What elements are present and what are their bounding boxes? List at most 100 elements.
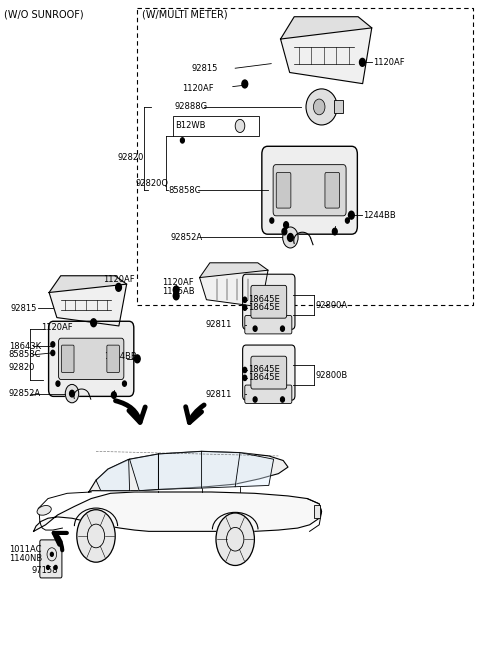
Circle shape xyxy=(51,350,55,356)
Circle shape xyxy=(65,384,79,403)
Circle shape xyxy=(348,211,354,219)
FancyBboxPatch shape xyxy=(59,338,124,379)
Circle shape xyxy=(253,397,257,402)
Bar xyxy=(334,100,343,113)
Text: 92811: 92811 xyxy=(205,320,232,329)
Circle shape xyxy=(280,326,284,331)
Circle shape xyxy=(77,510,115,562)
Circle shape xyxy=(173,286,179,294)
Circle shape xyxy=(282,228,287,235)
Circle shape xyxy=(51,342,55,347)
Text: 1011AC: 1011AC xyxy=(9,545,41,554)
FancyBboxPatch shape xyxy=(262,146,357,234)
Text: 1140NB: 1140NB xyxy=(9,554,42,564)
Circle shape xyxy=(313,99,325,115)
Circle shape xyxy=(253,326,257,331)
Text: 92800B: 92800B xyxy=(316,371,348,380)
Circle shape xyxy=(50,552,53,556)
Text: 1120AF: 1120AF xyxy=(41,323,72,333)
Text: 1120AF: 1120AF xyxy=(103,275,135,284)
Circle shape xyxy=(243,367,247,373)
Text: 1244BB: 1244BB xyxy=(104,352,136,361)
Text: 1244BB: 1244BB xyxy=(363,211,396,220)
FancyArrowPatch shape xyxy=(116,401,145,422)
Text: 18645E: 18645E xyxy=(248,373,279,382)
Polygon shape xyxy=(280,16,372,39)
Circle shape xyxy=(173,292,179,300)
Text: 92820: 92820 xyxy=(9,363,35,372)
Bar xyxy=(173,116,259,136)
Circle shape xyxy=(134,355,140,363)
Polygon shape xyxy=(235,453,274,487)
Polygon shape xyxy=(158,451,202,489)
Text: 97158: 97158 xyxy=(31,566,58,575)
Circle shape xyxy=(243,375,247,380)
Text: 92800A: 92800A xyxy=(316,300,348,310)
Polygon shape xyxy=(280,28,372,83)
Ellipse shape xyxy=(306,89,337,125)
Text: 1125AB: 1125AB xyxy=(162,287,194,296)
Polygon shape xyxy=(96,459,130,491)
Text: (W/MULTI METER): (W/MULTI METER) xyxy=(142,9,227,20)
Circle shape xyxy=(242,80,248,88)
Circle shape xyxy=(280,397,284,402)
Circle shape xyxy=(116,283,121,291)
Text: 92815: 92815 xyxy=(11,304,37,313)
Text: 1120AF: 1120AF xyxy=(373,58,405,67)
FancyBboxPatch shape xyxy=(273,165,346,216)
Circle shape xyxy=(288,234,293,241)
FancyBboxPatch shape xyxy=(107,345,120,373)
Circle shape xyxy=(111,392,116,398)
Text: 92820: 92820 xyxy=(118,153,144,162)
Text: 18645E: 18645E xyxy=(248,365,279,375)
Text: 1120AF: 1120AF xyxy=(162,277,193,287)
Text: 1120AF: 1120AF xyxy=(182,84,214,93)
Text: 85858C: 85858C xyxy=(9,350,41,359)
Text: 92811: 92811 xyxy=(205,390,232,399)
FancyBboxPatch shape xyxy=(276,173,291,208)
FancyBboxPatch shape xyxy=(243,345,295,400)
FancyBboxPatch shape xyxy=(251,356,287,389)
Circle shape xyxy=(284,222,288,228)
Text: (W/O SUNROOF): (W/O SUNROOF) xyxy=(4,9,84,20)
Circle shape xyxy=(122,381,126,386)
Circle shape xyxy=(360,58,365,66)
Circle shape xyxy=(243,297,247,302)
Circle shape xyxy=(180,138,184,143)
Text: 18643K: 18643K xyxy=(9,342,41,351)
FancyBboxPatch shape xyxy=(325,173,340,208)
Circle shape xyxy=(346,218,349,223)
Text: 92888G: 92888G xyxy=(174,102,207,112)
Polygon shape xyxy=(200,263,268,277)
Circle shape xyxy=(70,390,74,397)
FancyBboxPatch shape xyxy=(48,321,134,396)
Polygon shape xyxy=(200,270,268,307)
Circle shape xyxy=(333,228,337,235)
Circle shape xyxy=(54,565,57,569)
FancyArrowPatch shape xyxy=(186,405,204,422)
Circle shape xyxy=(216,513,254,565)
Polygon shape xyxy=(202,451,240,488)
Text: 18645E: 18645E xyxy=(248,295,279,304)
Polygon shape xyxy=(49,276,127,293)
FancyArrowPatch shape xyxy=(54,533,67,550)
FancyBboxPatch shape xyxy=(245,316,292,334)
Text: 92815: 92815 xyxy=(192,64,218,73)
Text: 92820Q: 92820Q xyxy=(135,179,168,188)
FancyBboxPatch shape xyxy=(40,540,62,578)
Bar xyxy=(314,505,320,518)
Circle shape xyxy=(235,119,245,133)
Polygon shape xyxy=(34,492,322,531)
Circle shape xyxy=(243,305,247,310)
Circle shape xyxy=(270,218,274,223)
FancyBboxPatch shape xyxy=(251,285,287,318)
Text: 92852A: 92852A xyxy=(9,389,41,398)
Polygon shape xyxy=(89,451,288,492)
Circle shape xyxy=(47,565,49,569)
Text: B12WB: B12WB xyxy=(175,121,206,131)
Polygon shape xyxy=(49,284,127,326)
Ellipse shape xyxy=(37,506,51,515)
Text: 18645E: 18645E xyxy=(248,303,279,312)
FancyBboxPatch shape xyxy=(243,274,295,329)
Text: 85858C: 85858C xyxy=(168,186,201,195)
